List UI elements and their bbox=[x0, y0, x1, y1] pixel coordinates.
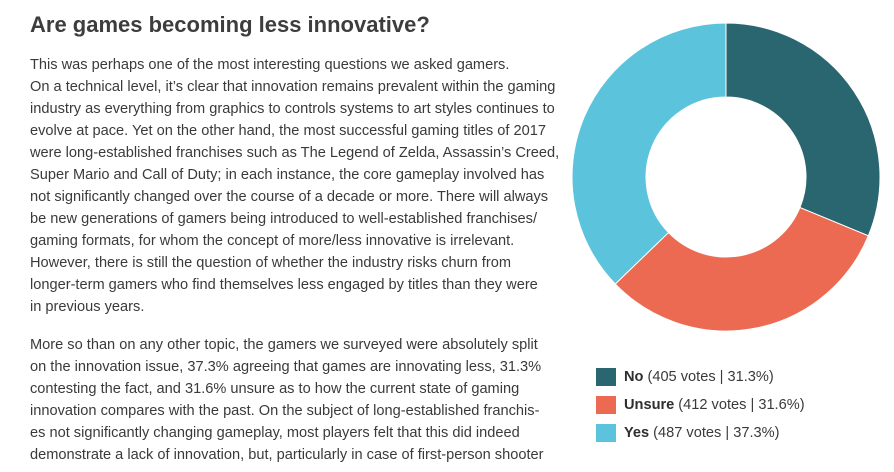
text-line: gaming formats, for whom the concept of … bbox=[30, 233, 515, 249]
page-title: Are games becoming less innovative? bbox=[30, 12, 430, 37]
article-body: This was perhaps one of the most interes… bbox=[30, 54, 570, 466]
donut-chart bbox=[570, 21, 882, 333]
article-paragraph-2: More so than on any other topic, the gam… bbox=[30, 334, 570, 466]
donut-slice-yes bbox=[571, 22, 727, 285]
text-line: be new generations of gamers being intro… bbox=[30, 211, 538, 227]
text-line: were long-established franchises such as… bbox=[30, 145, 560, 161]
text-line: not significantly changed over the cours… bbox=[30, 189, 549, 205]
text-line: This was perhaps one of the most interes… bbox=[30, 57, 510, 73]
article-paragraph-1: This was perhaps one of the most interes… bbox=[30, 54, 570, 318]
text-line: However, there is still the question of … bbox=[30, 255, 511, 271]
text-line: More so than on any other topic, the gam… bbox=[30, 337, 538, 353]
text-line: in previous years. bbox=[30, 299, 145, 315]
text-line: evolve at pace. Yet on the other hand, t… bbox=[30, 123, 546, 139]
legend-value: (412 votes | 31.6%) bbox=[678, 397, 805, 413]
legend-swatch bbox=[596, 396, 616, 414]
paragraph-gap bbox=[30, 318, 570, 334]
donut-slice-unsure bbox=[614, 206, 869, 332]
legend-item-yes: Yes (487 votes | 37.3%) bbox=[596, 424, 886, 442]
legend-label: Unsure bbox=[624, 397, 675, 413]
text-line: demonstrate a lack of innovation, but, p… bbox=[30, 447, 544, 463]
legend-item-no: No (405 votes | 31.3%) bbox=[596, 368, 886, 386]
donut-slice-no bbox=[725, 22, 881, 237]
text-line: innovation compares with the past. On th… bbox=[30, 403, 540, 419]
chart-legend: No (405 votes | 31.3%) Unsure (412 votes | … bbox=[596, 368, 886, 452]
legend-value: (405 votes | 31.3%) bbox=[647, 369, 774, 385]
legend-value: (487 votes | 37.3%) bbox=[653, 425, 780, 441]
legend-label: No bbox=[624, 369, 644, 385]
text-line: industry as everything from graphics to … bbox=[30, 101, 555, 117]
text-line: contesting the fact, and 31.6% unsure as… bbox=[30, 381, 520, 397]
legend-swatch bbox=[596, 424, 616, 442]
legend-swatch bbox=[596, 368, 616, 386]
text-line: es not significantly changing gameplay, … bbox=[30, 425, 520, 441]
text-line: Super Mario and Call of Duty; in each in… bbox=[30, 167, 545, 183]
legend-label: Yes bbox=[624, 425, 650, 441]
text-line: on the innovation issue, 37.3% agreeing … bbox=[30, 359, 542, 375]
legend-item-unsure: Unsure (412 votes | 31.6%) bbox=[596, 396, 886, 414]
text-line: On a technical level, it’s clear that in… bbox=[30, 79, 556, 95]
text-line: longer-term gamers who find themselves l… bbox=[30, 277, 538, 293]
donut-chart-svg bbox=[571, 22, 881, 332]
